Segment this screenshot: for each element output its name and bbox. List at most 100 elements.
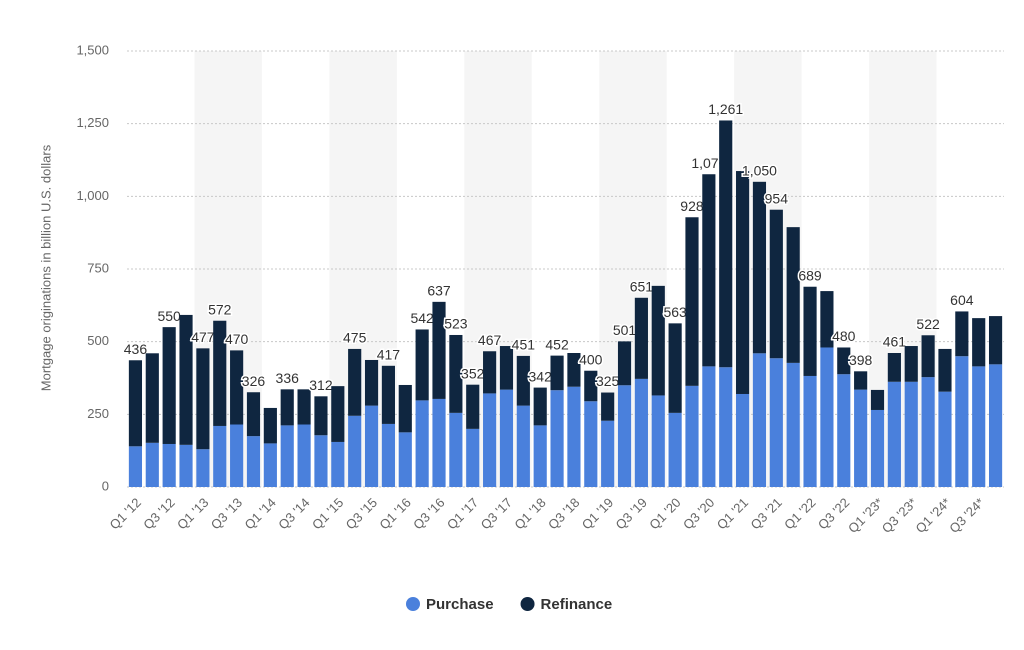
total-label: 451 [512,337,536,353]
bar-segment [870,409,885,487]
total-label: 637 [427,283,451,299]
x-tick-label: Q1 '21 [714,495,751,532]
bar-segment [533,387,547,426]
bar-segment [533,425,547,487]
total-label: 480 [832,328,856,344]
x-tick-label: Q3 '16 [410,495,447,532]
bar-segment [415,400,429,487]
bar-segment [668,412,682,487]
bar-segment [938,391,952,487]
bar-segment [466,428,480,487]
bar-segment [904,381,918,487]
x-tick-label: Q1 '15 [309,495,346,532]
bar-segment [246,436,261,487]
y-tick-label: 1,000 [76,188,109,203]
bar-segment [483,351,497,394]
bar-segment [314,396,328,436]
bar-segment [128,360,143,447]
bar-segment [938,348,952,392]
total-label: 336 [276,370,300,386]
bar-segment [516,355,530,406]
bar-segment [314,435,328,487]
bar-segment [499,389,514,487]
bar-segment [415,329,429,401]
bar-segment [769,209,783,359]
total-label: 342 [529,368,553,384]
bar-segment [381,423,395,487]
x-tick-label: Q1 '19 [579,495,616,532]
bar-segment [483,393,497,487]
total-label: 689 [798,267,822,283]
bar-segment [280,425,294,487]
total-label: 398 [849,352,873,368]
bar-segment [617,341,632,386]
bar-segment [567,386,581,487]
total-label: 928 [680,198,704,214]
bar-segment [348,348,362,416]
y-tick-label: 1,500 [76,42,109,57]
x-tick-label: Q3 '13 [208,495,245,532]
bar-segment [364,405,379,487]
x-tick-label: Q3 '20 [680,495,717,532]
total-label: 1,261 [708,101,743,117]
bar-segment [719,367,733,487]
bar-segment [449,334,463,413]
total-label: 522 [916,316,940,332]
bar-segment [702,174,716,367]
bar-segment [870,389,885,410]
bar-segment [179,444,193,487]
bar-segment [145,353,159,443]
bar-segment [736,393,750,487]
bar-segment [634,297,648,379]
x-tick-label: Q1 '12 [107,495,144,532]
x-tick-label: Q3 '23* [879,495,920,536]
bar-segment [904,346,918,382]
bar-segment [128,446,143,487]
y-tick-label: 0 [102,478,109,493]
bar-segment [955,311,969,357]
total-label: 326 [242,373,266,389]
bar-segment [685,217,699,386]
bar-segment [601,420,615,487]
x-tick-label: Q1 '17 [444,495,481,532]
legend-marker [406,597,420,611]
total-label: 475 [343,330,367,346]
total-label: 461 [883,334,907,350]
bar-segment [617,385,632,487]
bar-segment [145,442,159,487]
bar-segment [786,362,800,487]
bar-segment [584,401,598,487]
total-label: 467 [478,332,502,348]
bar-segment [820,291,834,348]
total-label: 470 [225,331,249,347]
x-tick-label: Q1 '18 [511,495,548,532]
bar-segment [567,353,581,387]
total-label: 542 [410,310,434,326]
bar-segment [230,424,244,487]
bar-segment [550,355,564,391]
bar-segment [162,443,176,487]
y-tick-label: 500 [87,333,109,348]
x-tick-label: Q3 '24* [946,495,987,536]
bar-segment [297,424,311,487]
legend-label: Purchase [426,596,494,613]
bar-segment [786,227,800,363]
x-tick-label: Q1 '23* [845,495,886,536]
bar-segment [331,386,345,442]
bar-segment [988,316,1003,365]
bar-segment [331,441,345,487]
x-tick-label: Q1 '24* [913,495,954,536]
x-tick-label: Q3 '17 [478,495,515,532]
bar-segment [803,375,817,487]
y-tick-label: 1,250 [76,115,109,130]
bar-segment [972,318,986,367]
bar-segment [364,359,379,406]
total-label: 954 [765,190,789,206]
x-tick-label: Q1 '13 [174,495,211,532]
bar-segment [854,371,868,390]
y-axis-label: Mortgage originations in billion U.S. do… [38,144,53,391]
total-label: 1,076 [691,155,726,171]
x-tick-label: Q3 '12 [140,495,177,532]
bar-segment [972,366,986,487]
